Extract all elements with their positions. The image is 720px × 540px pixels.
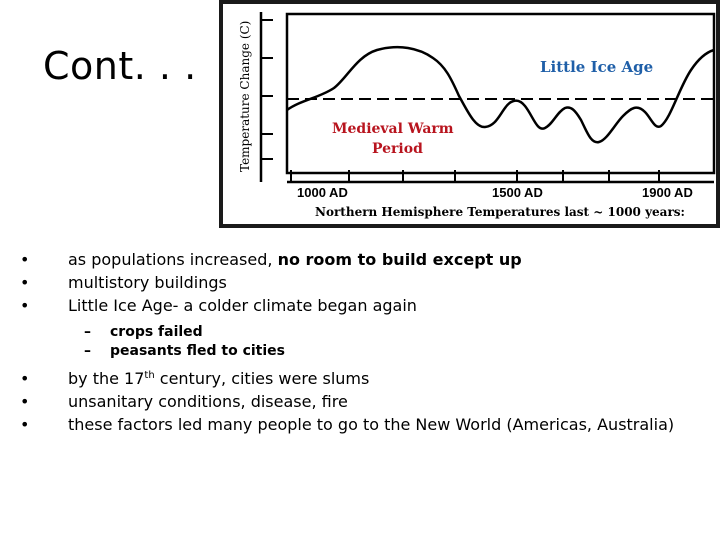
bullet-superscript: th xyxy=(144,370,155,381)
x-tick-label-1900: 1900 AD xyxy=(642,185,693,200)
medieval-warm-label-line2: Period xyxy=(372,141,423,157)
bullet-text: century, cities were slums xyxy=(154,369,370,388)
little-ice-age-label: Little Ice Age xyxy=(540,58,653,76)
temperature-curve xyxy=(286,46,715,144)
x-minor-ticks xyxy=(290,170,660,182)
sub-bullet-item: peasants fled to cities xyxy=(10,342,710,361)
bullet-list: as populations increased, no room to bui… xyxy=(10,248,710,436)
bullet-item: by the 17th century, cities were slums xyxy=(10,367,710,390)
bullet-item: multistory buildings xyxy=(10,271,710,294)
sub-bullet-list: crops failed peasants fled to cities xyxy=(10,323,710,361)
bullet-text: Little Ice Age- a colder climate began a… xyxy=(68,296,417,315)
bullet-text: these factors led many people to go to t… xyxy=(68,415,675,434)
bullet-text: multistory buildings xyxy=(68,273,227,292)
y-axis-label: Temperature Change (C) xyxy=(238,21,252,172)
bullet-item: unsanitary conditions, disease, fire xyxy=(10,390,710,413)
temperature-chart: Temperature Change (C) Little Ice Age Me… xyxy=(238,12,716,219)
sub-bullet-text: peasants fled to cities xyxy=(110,343,285,359)
bullet-text: by the 17 xyxy=(68,369,145,388)
temperature-figure: Temperature Change (C) Little Ice Age Me… xyxy=(219,0,720,228)
bullet-item: Little Ice Age- a colder climate began a… xyxy=(10,294,710,317)
sub-bullet-text: crops failed xyxy=(110,324,203,340)
medieval-warm-label-line1: Medieval Warm xyxy=(332,121,454,137)
bullet-text: as populations increased, xyxy=(68,250,278,269)
bullet-text-bold: no room to build except up xyxy=(277,250,522,269)
figure-caption: Northern Hemisphere Temperatures last ~ … xyxy=(315,205,685,219)
x-tick-label-1500: 1500 AD xyxy=(492,185,543,200)
bullet-item: these factors led many people to go to t… xyxy=(10,413,710,436)
bullet-item: as populations increased, no room to bui… xyxy=(10,248,710,271)
x-tick-label-1000: 1000 AD xyxy=(297,185,348,200)
sub-bullet-item: crops failed xyxy=(10,323,710,342)
bullet-text: unsanitary conditions, disease, fire xyxy=(68,392,348,411)
plot-frame xyxy=(285,12,716,175)
slide-title: Cont. . . xyxy=(43,44,197,88)
